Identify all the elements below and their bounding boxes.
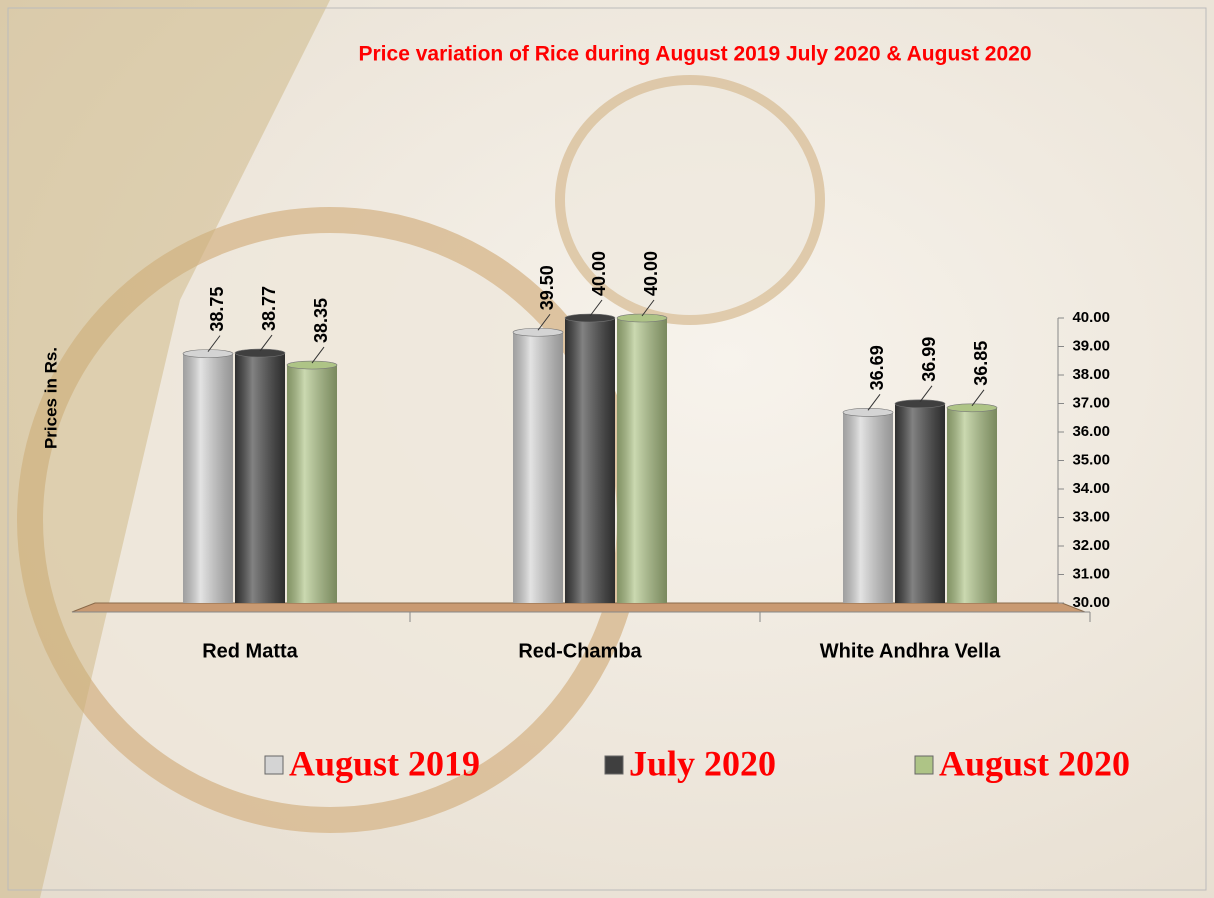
bar-shading bbox=[843, 412, 893, 603]
label-leader bbox=[867, 394, 881, 411]
bar-shading bbox=[235, 353, 285, 603]
legend-swatch bbox=[604, 755, 624, 775]
y-axis-title: Prices in Rs. bbox=[41, 347, 60, 449]
bar-cap bbox=[616, 313, 668, 323]
frame bbox=[7, 7, 1207, 891]
bar-cap bbox=[286, 360, 338, 370]
value-label: 38.35 bbox=[311, 298, 331, 343]
bar-shading bbox=[513, 332, 563, 603]
chart-title: Price variation of Rice during August 20… bbox=[359, 43, 1032, 66]
label-leader bbox=[589, 299, 603, 317]
y-tick-label: 33.00 bbox=[1072, 508, 1110, 525]
y-tick-label: 32.00 bbox=[1072, 537, 1110, 554]
legend-label: August 2019 bbox=[289, 743, 480, 783]
label-leader bbox=[207, 335, 221, 352]
bar-cap bbox=[894, 399, 946, 409]
bar-cap bbox=[234, 348, 286, 358]
bar-shading bbox=[287, 365, 337, 603]
bar-cap bbox=[564, 313, 616, 323]
value-label: 38.75 bbox=[207, 287, 227, 332]
label-leader bbox=[971, 389, 985, 407]
legend-swatch bbox=[264, 755, 284, 775]
x-tick-label: Red Matta bbox=[202, 640, 298, 662]
bar-shading bbox=[565, 318, 615, 603]
label-leader bbox=[259, 334, 273, 352]
label-leader bbox=[311, 346, 325, 364]
y-tick-label: 37.00 bbox=[1072, 394, 1110, 411]
legend-swatch bbox=[914, 755, 934, 775]
bar-cap bbox=[182, 349, 234, 358]
value-label: 38.77 bbox=[259, 286, 279, 331]
y-tick-label: 30.00 bbox=[1072, 594, 1110, 611]
floor bbox=[71, 602, 1086, 613]
bar-cap bbox=[512, 327, 564, 337]
x-tick-label: Red-Chamba bbox=[518, 640, 642, 662]
y-tick-label: 34.00 bbox=[1072, 480, 1110, 497]
bar-cap bbox=[946, 403, 998, 413]
y-tick-label: 31.00 bbox=[1072, 565, 1110, 582]
legend-label: August 2020 bbox=[939, 743, 1130, 783]
label-leader bbox=[537, 313, 551, 331]
value-label: 39.50 bbox=[537, 265, 557, 310]
bar-shading bbox=[617, 318, 667, 603]
legend-label: July 2020 bbox=[629, 743, 776, 783]
bar-cap bbox=[842, 408, 894, 417]
y-tick-label: 38.00 bbox=[1072, 366, 1110, 383]
y-tick-label: 40.00 bbox=[1072, 309, 1110, 326]
bar-shading bbox=[947, 407, 997, 603]
value-label: 40.00 bbox=[589, 251, 609, 296]
spoon-decoration bbox=[555, 75, 825, 325]
bar-shading bbox=[895, 403, 945, 603]
y-tick-label: 35.00 bbox=[1072, 451, 1110, 468]
value-label: 36.99 bbox=[919, 337, 939, 382]
label-leader bbox=[919, 385, 933, 403]
value-label: 36.85 bbox=[971, 341, 991, 386]
bar-shading bbox=[183, 353, 233, 603]
grain-decoration bbox=[0, 0, 330, 898]
value-label: 36.69 bbox=[867, 345, 887, 390]
value-label: 40.00 bbox=[641, 251, 661, 296]
label-leader bbox=[641, 299, 655, 317]
x-tick-label: White Andhra Vella bbox=[820, 640, 1001, 662]
y-tick-label: 39.00 bbox=[1072, 337, 1110, 354]
y-tick-label: 36.00 bbox=[1072, 423, 1110, 440]
